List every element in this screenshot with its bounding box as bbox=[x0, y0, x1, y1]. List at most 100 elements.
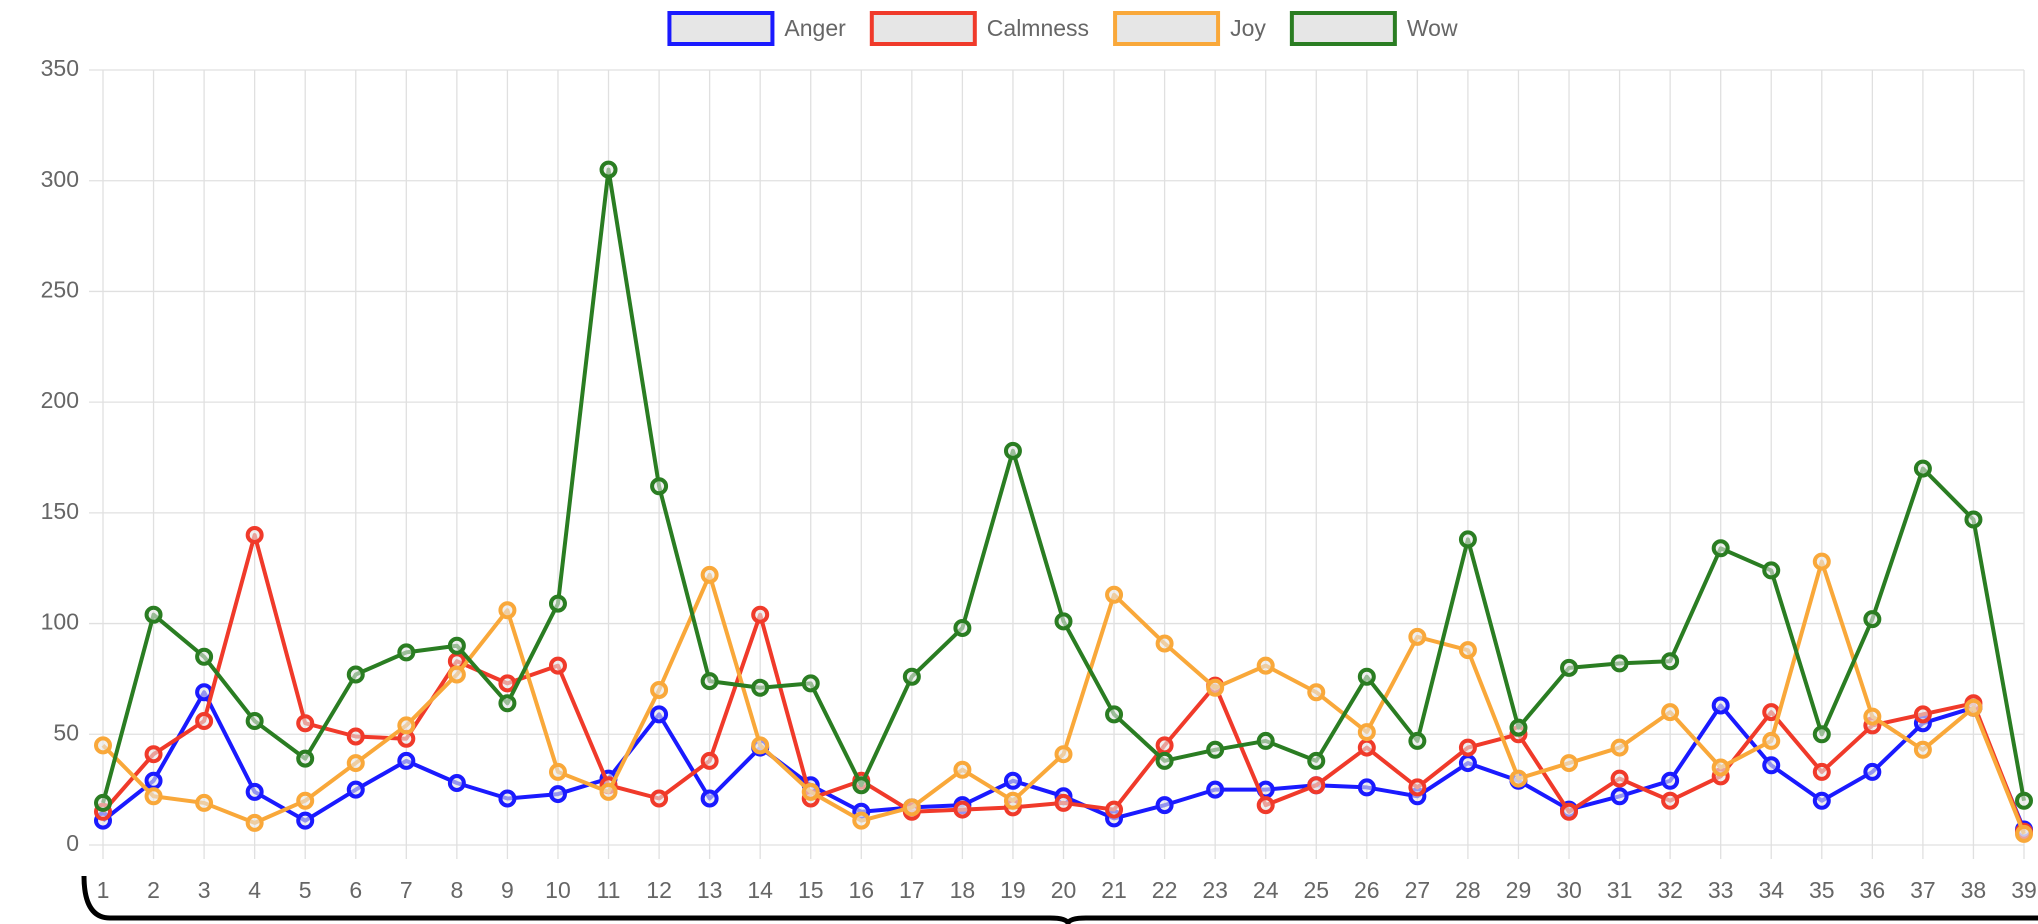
point bbox=[1711, 758, 1730, 777]
y-tick-label: 150 bbox=[41, 498, 79, 524]
point bbox=[1054, 745, 1073, 764]
point bbox=[498, 694, 517, 713]
point bbox=[953, 800, 972, 819]
point bbox=[1762, 731, 1781, 750]
x-tick-label: 23 bbox=[1202, 877, 1228, 903]
point bbox=[1711, 696, 1730, 715]
point bbox=[245, 813, 264, 832]
point bbox=[1661, 791, 1680, 810]
point bbox=[1155, 796, 1174, 815]
x-tick-label: 2 bbox=[147, 877, 160, 903]
x-tick-label: 20 bbox=[1051, 877, 1077, 903]
point bbox=[346, 780, 365, 799]
point bbox=[1357, 667, 1376, 686]
point bbox=[1003, 771, 1022, 790]
x-tick-label: 15 bbox=[798, 877, 824, 903]
point bbox=[1812, 762, 1831, 781]
x-tick-label: 7 bbox=[400, 877, 413, 903]
point bbox=[1155, 634, 1174, 653]
x-tick-label: 11 bbox=[597, 877, 621, 903]
point bbox=[1661, 703, 1680, 722]
point bbox=[498, 674, 517, 693]
point bbox=[1560, 658, 1579, 677]
point bbox=[1964, 510, 1983, 529]
x-tick-label: 31 bbox=[1607, 877, 1633, 903]
y-tick-label: 200 bbox=[41, 387, 79, 413]
y-tick-label: 300 bbox=[41, 166, 79, 192]
point bbox=[700, 751, 719, 770]
point bbox=[700, 565, 719, 584]
point bbox=[144, 787, 163, 806]
y-tick-label: 250 bbox=[41, 277, 79, 303]
x-tick-label: 30 bbox=[1556, 877, 1582, 903]
point bbox=[1812, 552, 1831, 571]
x-tick-label: 35 bbox=[1809, 877, 1835, 903]
point bbox=[953, 760, 972, 779]
point bbox=[1863, 610, 1882, 629]
point bbox=[599, 160, 618, 179]
point bbox=[144, 771, 163, 790]
point bbox=[1458, 738, 1477, 757]
point bbox=[1711, 539, 1730, 558]
point bbox=[397, 716, 416, 735]
point bbox=[1155, 736, 1174, 755]
point bbox=[195, 647, 214, 666]
point bbox=[1155, 751, 1174, 770]
x-tick-label: 12 bbox=[646, 877, 672, 903]
point bbox=[245, 712, 264, 730]
point bbox=[1458, 641, 1477, 660]
point bbox=[548, 656, 567, 675]
point bbox=[1509, 769, 1528, 788]
point bbox=[1357, 778, 1376, 797]
legend-label: Wow bbox=[1407, 15, 1458, 41]
point bbox=[296, 749, 315, 768]
point bbox=[650, 705, 669, 724]
point bbox=[498, 789, 517, 808]
x-tick-label: 29 bbox=[1506, 877, 1532, 903]
point bbox=[599, 782, 618, 801]
x-tick-label: 3 bbox=[198, 877, 211, 903]
point bbox=[1762, 561, 1781, 580]
point bbox=[1661, 652, 1680, 671]
point bbox=[1206, 740, 1225, 759]
point bbox=[1054, 793, 1073, 812]
point bbox=[1256, 796, 1275, 815]
point bbox=[1458, 530, 1477, 549]
legend-label: Anger bbox=[784, 15, 846, 41]
point bbox=[1307, 751, 1326, 770]
point bbox=[1610, 738, 1629, 757]
point bbox=[1812, 725, 1831, 744]
x-tick-label: 8 bbox=[450, 877, 463, 903]
point bbox=[144, 605, 163, 624]
point bbox=[1863, 707, 1882, 726]
point bbox=[852, 811, 871, 830]
x-tick-label: 32 bbox=[1657, 877, 1683, 903]
x-tick-label: 17 bbox=[899, 877, 925, 903]
point bbox=[296, 811, 315, 830]
point bbox=[1661, 771, 1680, 790]
point bbox=[1307, 776, 1326, 795]
x-tick-label: 24 bbox=[1253, 877, 1279, 903]
point bbox=[245, 526, 264, 544]
point bbox=[1003, 791, 1022, 810]
point bbox=[1206, 780, 1225, 799]
x-tick-label: 6 bbox=[349, 877, 362, 903]
legend-swatch bbox=[1113, 11, 1221, 46]
point bbox=[1408, 778, 1427, 797]
point bbox=[751, 678, 770, 697]
x-tick-label: 18 bbox=[950, 877, 976, 903]
point bbox=[1610, 654, 1629, 673]
x-tick-label: 33 bbox=[1708, 877, 1734, 903]
point bbox=[1610, 787, 1629, 806]
point bbox=[1560, 754, 1579, 773]
plot bbox=[94, 160, 2033, 843]
point bbox=[1357, 738, 1376, 757]
point bbox=[2015, 791, 2033, 810]
point bbox=[296, 714, 315, 733]
point bbox=[195, 793, 214, 812]
x-tick-label: 27 bbox=[1405, 877, 1431, 903]
point bbox=[1256, 656, 1275, 675]
point bbox=[245, 782, 264, 801]
x-tick-label: 4 bbox=[248, 877, 261, 903]
x-tick-label: 36 bbox=[1860, 877, 1886, 903]
